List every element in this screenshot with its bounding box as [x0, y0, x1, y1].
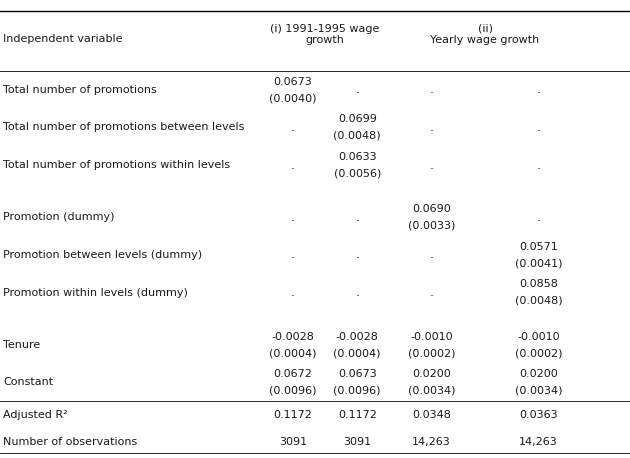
- Text: 0.0348: 0.0348: [412, 410, 451, 420]
- Text: .: .: [430, 248, 433, 262]
- Text: (0.0002): (0.0002): [408, 348, 455, 358]
- Text: 0.0633: 0.0633: [338, 152, 377, 162]
- Text: 0.0858: 0.0858: [519, 279, 558, 289]
- Text: Total number of promotions within levels: Total number of promotions within levels: [3, 160, 231, 170]
- Text: 0.0363: 0.0363: [519, 410, 558, 420]
- Text: (i) 1991-1995 wage
growth: (i) 1991-1995 wage growth: [270, 23, 380, 45]
- Text: (0.0041): (0.0041): [515, 258, 563, 268]
- Text: 0.0200: 0.0200: [519, 369, 558, 379]
- Text: .: .: [291, 211, 295, 224]
- Text: (0.0048): (0.0048): [515, 296, 563, 306]
- Text: 3091: 3091: [343, 437, 371, 447]
- Text: 0.1172: 0.1172: [338, 410, 377, 420]
- Text: Promotion (dummy): Promotion (dummy): [3, 213, 115, 222]
- Text: 0.0200: 0.0200: [412, 369, 451, 379]
- Text: (0.0034): (0.0034): [515, 386, 563, 396]
- Text: (0.0002): (0.0002): [515, 348, 563, 358]
- Text: .: .: [291, 248, 295, 262]
- Text: (0.0004): (0.0004): [269, 348, 317, 358]
- Text: 0.0673: 0.0673: [338, 369, 377, 379]
- Text: Promotion within levels (dummy): Promotion within levels (dummy): [3, 288, 188, 298]
- Text: Independent variable: Independent variable: [3, 34, 123, 44]
- Text: .: .: [291, 121, 295, 134]
- Text: 0.0699: 0.0699: [338, 114, 377, 124]
- Text: (0.0040): (0.0040): [269, 93, 317, 103]
- Text: 0.0672: 0.0672: [273, 369, 312, 379]
- Text: Tenure: Tenure: [3, 340, 40, 350]
- Text: 14,263: 14,263: [412, 437, 451, 447]
- Text: .: .: [355, 83, 359, 96]
- Text: -0.0028: -0.0028: [272, 332, 314, 342]
- Text: (0.0096): (0.0096): [269, 386, 317, 396]
- Text: (ii)
Yearly wage growth: (ii) Yearly wage growth: [430, 23, 540, 45]
- Text: 0.1172: 0.1172: [273, 410, 312, 420]
- Text: .: .: [537, 83, 541, 96]
- Text: .: .: [537, 158, 541, 172]
- Text: -0.0010: -0.0010: [410, 332, 453, 342]
- Text: .: .: [430, 158, 433, 172]
- Text: .: .: [430, 83, 433, 96]
- Text: Number of observations: Number of observations: [3, 437, 137, 447]
- Text: .: .: [430, 286, 433, 299]
- Text: .: .: [291, 286, 295, 299]
- Text: 0.0571: 0.0571: [519, 242, 558, 252]
- Text: Total number of promotions: Total number of promotions: [3, 85, 157, 95]
- Text: .: .: [430, 121, 433, 134]
- Text: .: .: [537, 211, 541, 224]
- Text: .: .: [291, 158, 295, 172]
- Text: Adjusted R²: Adjusted R²: [3, 410, 68, 420]
- Text: .: .: [355, 286, 359, 299]
- Text: .: .: [537, 121, 541, 134]
- Text: 0.0690: 0.0690: [412, 204, 451, 214]
- Text: .: .: [355, 211, 359, 224]
- Text: (0.0004): (0.0004): [333, 348, 381, 358]
- Text: Constant: Constant: [3, 377, 54, 387]
- Text: (0.0048): (0.0048): [333, 131, 381, 141]
- Text: 0.0673: 0.0673: [273, 76, 312, 87]
- Text: (0.0033): (0.0033): [408, 221, 455, 230]
- Text: Total number of promotions between levels: Total number of promotions between level…: [3, 122, 244, 132]
- Text: (0.0096): (0.0096): [333, 386, 381, 396]
- Text: -0.0028: -0.0028: [336, 332, 379, 342]
- Text: 14,263: 14,263: [519, 437, 558, 447]
- Text: .: .: [355, 248, 359, 262]
- Text: Promotion between levels (dummy): Promotion between levels (dummy): [3, 250, 202, 260]
- Text: 3091: 3091: [279, 437, 307, 447]
- Text: (0.0056): (0.0056): [333, 169, 381, 179]
- Text: -0.0010: -0.0010: [517, 332, 560, 342]
- Text: (0.0034): (0.0034): [408, 386, 455, 396]
